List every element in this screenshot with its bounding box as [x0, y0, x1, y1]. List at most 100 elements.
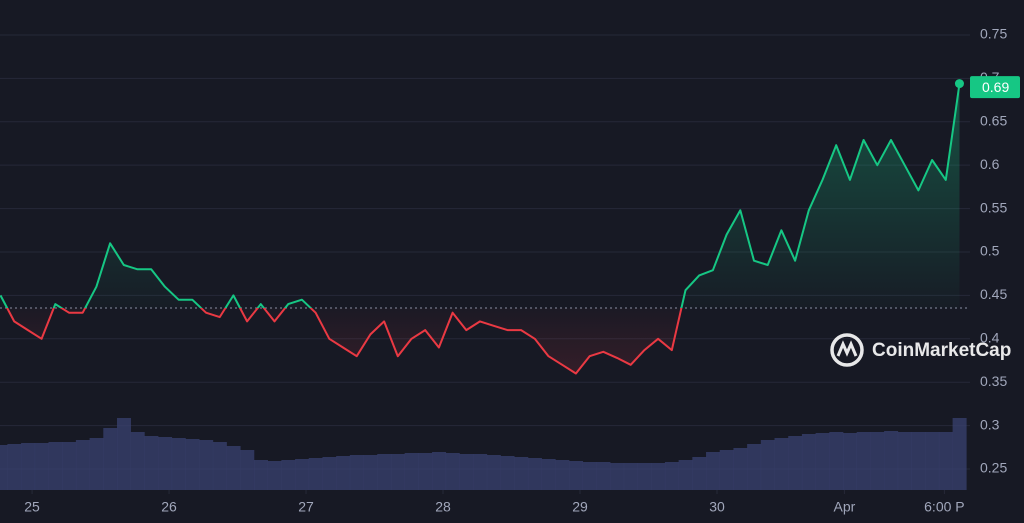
x-tick-label: 6:00 P — [924, 499, 964, 515]
volume-bar — [34, 443, 49, 490]
volume-bar — [199, 440, 214, 490]
volume-bar — [623, 463, 638, 490]
x-tick-label: 30 — [709, 499, 725, 515]
x-tick-label: 28 — [435, 499, 451, 515]
volume-bar — [486, 455, 501, 490]
volume-bar — [130, 432, 145, 490]
volume-bar — [322, 457, 337, 490]
volume-bar — [0, 445, 8, 490]
last-price-dot — [954, 79, 964, 89]
volume-bar — [774, 438, 789, 490]
volume-bar — [637, 463, 652, 490]
volume-bar — [390, 454, 405, 490]
volume-bar — [719, 450, 734, 490]
y-tick-label: 0.6 — [980, 156, 1000, 172]
y-tick-label: 0.65 — [980, 112, 1007, 128]
volume-layer — [0, 418, 967, 490]
volume-bar — [747, 444, 762, 490]
volume-bar — [500, 456, 515, 490]
volume-bar — [377, 454, 392, 490]
volume-bar — [610, 463, 625, 490]
volume-bar — [432, 452, 447, 490]
volume-bar — [788, 436, 803, 490]
watermark-text: CoinMarketCap — [872, 340, 1011, 361]
volume-bar — [158, 437, 173, 490]
volume-bar — [445, 453, 460, 490]
volume-bar — [349, 455, 364, 490]
volume-bar — [541, 459, 556, 490]
x-tick-label: Apr — [833, 499, 855, 515]
watermark-logo-mark — [836, 340, 858, 357]
volume-bar — [75, 440, 90, 490]
grid-layer — [0, 34, 970, 470]
volume-bar — [48, 442, 63, 490]
volume-bar — [267, 461, 282, 490]
current-price-badge — [970, 76, 1020, 99]
volume-bar — [171, 438, 186, 490]
y-tick-label: 0.25 — [980, 460, 1007, 476]
volume-bar — [473, 454, 488, 490]
volume-bar — [569, 461, 584, 490]
watermark: CoinMarketCap — [830, 333, 1011, 367]
y-tick-label: 0.55 — [980, 199, 1007, 215]
volume-bar — [897, 432, 912, 490]
y-tick-label: 0.45 — [980, 286, 1007, 302]
y-tick-label: 0.5 — [980, 243, 1000, 259]
volume-bar — [144, 436, 159, 490]
x-tick-label: 29 — [572, 499, 588, 515]
volume-bar — [678, 460, 693, 490]
volume-bar — [281, 460, 296, 490]
volume-bar — [103, 428, 118, 490]
volume-bar — [295, 459, 310, 490]
volume-bar — [692, 457, 707, 490]
volume-bar — [240, 450, 255, 490]
y-tick-label: 0.35 — [980, 373, 1007, 389]
volume-bar — [253, 460, 268, 490]
x-tick-label: 26 — [161, 499, 177, 515]
volume-bar — [843, 433, 858, 490]
volume-bar — [733, 448, 748, 490]
volume-bar — [308, 458, 323, 490]
price-area — [0, 83, 960, 374]
volume-bar — [596, 462, 611, 490]
volume-bar — [226, 446, 241, 490]
volume-bar — [555, 460, 570, 490]
volume-bar — [815, 433, 830, 490]
volume-bar — [336, 456, 351, 490]
watermark-logo — [830, 333, 864, 367]
volume-bar — [664, 462, 679, 490]
volume-bar — [212, 442, 227, 490]
volume-bar — [706, 452, 721, 490]
y-tick-label: 0.75 — [980, 26, 1007, 42]
axis-layer: 0.250.30.350.40.450.50.550.60.650.70.752… — [24, 26, 1020, 515]
volume-bar — [418, 453, 433, 490]
volume-bar — [938, 432, 953, 490]
volume-bar — [801, 434, 816, 490]
price-layer — [0, 79, 970, 375]
volume-bar — [21, 443, 36, 490]
volume-bar — [829, 432, 844, 490]
volume-bar — [870, 432, 885, 490]
volume-bar — [911, 432, 926, 490]
y-tick-label: 0.4 — [980, 329, 1000, 345]
volume-bar — [62, 442, 77, 490]
volume-bar — [582, 462, 597, 490]
x-tick-label: 27 — [298, 499, 314, 515]
volume-bar — [760, 440, 775, 490]
volume-bar — [856, 432, 871, 490]
volume-bar — [884, 431, 899, 490]
volume-bar — [363, 455, 378, 490]
volume-bar — [404, 453, 419, 490]
volume-bar — [116, 418, 131, 490]
volume-bar — [89, 438, 104, 490]
price-line — [0, 83, 961, 375]
x-tick-label: 25 — [24, 499, 40, 515]
current-price-label: 0.69 — [982, 79, 1009, 95]
volume-bar — [185, 439, 200, 490]
volume-bar — [925, 432, 940, 490]
volume-bar — [651, 463, 666, 490]
volume-bar — [7, 444, 22, 490]
volume-bar — [459, 454, 474, 490]
